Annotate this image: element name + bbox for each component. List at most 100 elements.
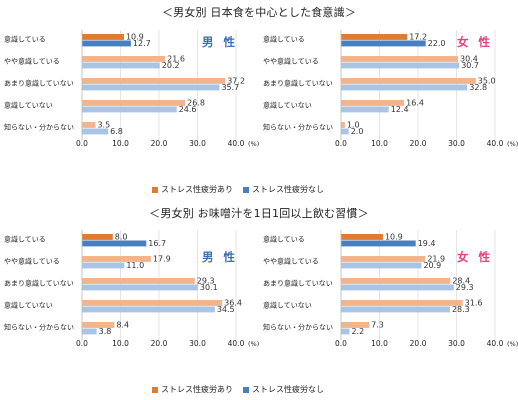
bar-series2 — [82, 106, 177, 113]
bar-series1 — [82, 300, 223, 306]
bar-series1 — [82, 78, 226, 84]
category-label: あまり意識していない — [263, 79, 333, 88]
x-tick-label: 0.0 — [335, 139, 347, 148]
data-label: 35.0 — [478, 77, 496, 86]
data-label: 10.9 — [126, 33, 144, 42]
data-label: 37.2 — [227, 77, 245, 86]
panel-gender-label: 男 性 — [202, 250, 239, 264]
x-tick-label: 40.0 — [487, 139, 504, 148]
bar-series2 — [82, 328, 97, 335]
bar-series1 — [82, 122, 96, 128]
bar-series1 — [82, 234, 113, 240]
category-label: 意識している — [4, 35, 46, 44]
data-label: 2.2 — [351, 327, 364, 336]
x-axis-unit: (%) — [248, 140, 259, 148]
x-tick-label: 0.0 — [76, 139, 88, 148]
data-label: 3.5 — [97, 121, 110, 130]
bar-series1 — [341, 34, 408, 40]
x-axis-unit: (%) — [248, 340, 259, 348]
data-label: 21.6 — [167, 55, 185, 64]
bar-series2 — [82, 284, 198, 291]
bar-series2 — [341, 128, 349, 135]
data-label: 17.9 — [153, 255, 171, 264]
bar-series1 — [341, 322, 370, 328]
category-label: 意識している — [263, 235, 305, 244]
bar-series1 — [341, 234, 383, 240]
bar-series2 — [82, 128, 109, 135]
data-label: 12.7 — [133, 39, 151, 48]
bar-series1 — [82, 56, 166, 62]
data-label: 30.1 — [200, 283, 218, 292]
bar-series2 — [341, 262, 422, 269]
bar-series2 — [341, 106, 389, 113]
category-label: あまり意識していない — [263, 279, 333, 288]
x-tick-label: 10.0 — [112, 139, 129, 148]
x-tick-label: 30.0 — [448, 139, 465, 148]
data-label: 12.4 — [391, 105, 409, 114]
data-label: 3.8 — [99, 327, 112, 336]
bar-series1 — [341, 122, 345, 128]
x-tick-label: 20.0 — [151, 139, 168, 148]
chart-panel-miso-female: 意識している 10.9 19.4 やや意識している 21.9 20.9 あまり意識していない… — [259, 222, 518, 372]
legend-label: ストレス性疲労あり — [161, 185, 233, 194]
data-label: 20.9 — [423, 261, 441, 270]
data-label: 35.7 — [221, 83, 239, 92]
category-label: 意識していない — [4, 301, 53, 310]
category-label: やや意識している — [263, 257, 319, 266]
data-label: 16.7 — [148, 239, 166, 248]
data-label: 34.5 — [217, 305, 235, 314]
section-title-miso-soup-habit: ＜男女別 お味噌汁を1日1回以上飲む習慣＞ — [149, 207, 369, 220]
category-label: あまり意識していない — [4, 279, 74, 288]
bar-series1 — [82, 100, 186, 106]
bar-series2 — [82, 84, 220, 91]
x-tick-label: 40.0 — [228, 139, 245, 148]
bar-series1 — [341, 78, 476, 84]
category-label: 知らない・分からない — [4, 323, 74, 332]
category-label: やや意識している — [263, 57, 319, 66]
bar-series1 — [341, 278, 451, 284]
category-label: 意識していない — [263, 301, 312, 310]
data-label: 30.7 — [461, 61, 479, 70]
bar-series1 — [82, 278, 195, 284]
x-axis-unit: (%) — [507, 140, 518, 148]
bar-series1 — [341, 100, 405, 106]
x-tick-label: 40.0 — [487, 339, 504, 348]
category-label: あまり意識していない — [4, 79, 74, 88]
x-tick-label: 20.0 — [410, 139, 427, 148]
data-label: 29.3 — [197, 277, 215, 286]
bar-series2 — [341, 328, 350, 335]
bar-series2 — [341, 62, 460, 69]
bar-series2 — [82, 62, 160, 69]
x-tick-label: 20.0 — [151, 339, 168, 348]
panel-gender-label: 女 性 — [457, 250, 494, 264]
chart-panel-miso-male: 意識している 8.0 16.7 やや意識している 17.9 11.0 あまり意識していない 2… — [0, 222, 259, 372]
chart-svg: 意識している 10.9 19.4 やや意識している 21.920.9 あまり意識していない… — [263, 230, 518, 348]
data-label: 24.6 — [179, 105, 197, 114]
data-label: 1.0 — [347, 121, 360, 130]
bar-series2 — [82, 40, 131, 47]
data-label: 36.4 — [224, 299, 242, 308]
category-label: やや意識している — [4, 257, 60, 266]
category-label: 意識している — [263, 35, 305, 44]
x-tick-label: 30.0 — [189, 339, 206, 348]
data-label: 21.9 — [427, 255, 445, 264]
data-label: 7.3 — [371, 321, 384, 330]
data-label: 20.2 — [162, 61, 180, 70]
bar-series2 — [82, 262, 125, 269]
chart-svg: 意識している 17.222.0 やや意識している 30.430.7 あまり意識していない… — [263, 30, 518, 148]
legend-food: ストレス性疲労あり ストレス性疲労なし — [152, 184, 324, 195]
data-label: 26.8 — [187, 99, 205, 108]
data-label: 19.4 — [418, 239, 436, 248]
bar-series1 — [341, 56, 459, 62]
data-label: 31.6 — [465, 299, 483, 308]
category-label: 知らない・分からない — [263, 123, 333, 132]
bar-series2 — [341, 284, 454, 291]
x-tick-label: 0.0 — [335, 339, 347, 348]
chart-svg: 意識している 8.0 16.7 やや意識している 17.9 11.0 あまり意識していない 2… — [4, 230, 259, 348]
data-label: 11.0 — [126, 261, 144, 270]
data-label: 10.9 — [385, 233, 403, 242]
chart-svg: 意識している 10.912.7 やや意識している 21.620.2 あまり意識していない… — [4, 30, 259, 148]
legend-item-series1: ストレス性疲労あり — [152, 384, 233, 395]
data-label: 8.4 — [116, 321, 129, 330]
category-label: 知らない・分からない — [263, 323, 333, 332]
